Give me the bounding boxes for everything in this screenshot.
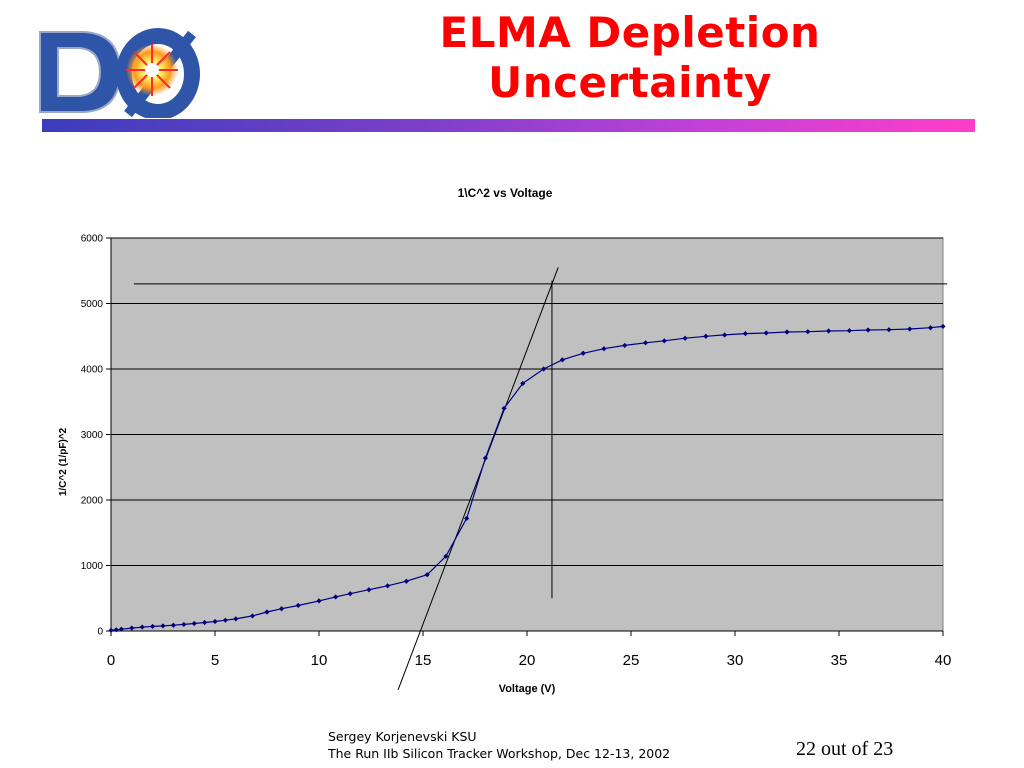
data-point: [295, 602, 301, 609]
data-point: [424, 572, 430, 578]
data-point: [464, 515, 470, 521]
data-point: [113, 627, 119, 633]
data-point: [170, 622, 176, 628]
y-tick-label: 1000: [81, 561, 104, 572]
x-tick-label: 30: [727, 652, 744, 669]
data-point: [129, 625, 135, 631]
data-point: [139, 624, 145, 630]
data-point: [601, 346, 607, 352]
slide-title: ELMA Depletion Uncertainty: [400, 8, 860, 108]
footer-credits: Sergey Korjenevski KSU The Run IIb Silic…: [328, 728, 670, 762]
data-point: [541, 366, 547, 372]
data-point: [191, 620, 197, 627]
chart: 1\C^2 vs Voltage Voltage (V) 1/C^2 (1/pF…: [58, 186, 952, 695]
x-tick-label: 35: [831, 652, 848, 669]
page-number: 22 out of 23: [796, 738, 894, 760]
y-tick-label: 4000: [81, 365, 104, 376]
data-point: [385, 583, 391, 589]
x-tick-label: 5: [211, 652, 219, 669]
data-point: [846, 328, 852, 334]
data-point: [160, 623, 166, 629]
d0-logo: DØ: [39, 28, 200, 118]
data-point: [233, 616, 239, 622]
data-point: [722, 332, 728, 338]
x-tick-label: 15: [415, 652, 432, 669]
data-point: [940, 323, 946, 330]
data-point: [784, 329, 790, 335]
data-point: [222, 617, 228, 623]
title-gradient-bar: [42, 119, 975, 132]
plot-area: 0 1000 2000 3000 4000 5000 6000 0 5 10 15 20 25 30 35 4…: [81, 234, 952, 691]
data-point: [333, 594, 339, 600]
slide-title-line-2: Uncertainty: [488, 58, 772, 107]
data-point: [316, 598, 322, 604]
data-point: [927, 325, 934, 331]
data-point: [264, 609, 270, 615]
data-point: [181, 621, 187, 628]
x-axis-label: Voltage (V): [499, 683, 556, 695]
data-point: [212, 618, 218, 625]
data-point: [202, 619, 208, 626]
logo-letter-d: [39, 31, 122, 113]
x-tick-label: 10: [311, 652, 328, 669]
y-axis-label: 1/C^2 (1/pF)^2: [58, 427, 69, 496]
data-point: [249, 613, 256, 619]
data-point: [642, 340, 649, 346]
x-tick-label: 20: [519, 652, 536, 669]
data-point: [742, 331, 748, 337]
footer-event: The Run IIb Silicon Tracker Workshop, De…: [328, 746, 671, 761]
x-tick-label: 0: [107, 652, 115, 669]
data-point: [366, 587, 372, 593]
data-point: [347, 591, 353, 597]
x-tick-label: 25: [623, 652, 640, 669]
data-point: [886, 327, 892, 333]
data-point: [703, 333, 709, 339]
data-point: [108, 627, 114, 633]
y-tick-label: 3000: [81, 430, 104, 441]
data-point: [118, 626, 124, 632]
data-point: [150, 623, 156, 630]
chart-title: 1\C^2 vs Voltage: [458, 186, 553, 200]
data-point: [403, 578, 409, 584]
data-point: [501, 405, 507, 411]
y-tick-label: 6000: [81, 234, 104, 245]
footer-author: Sergey Korjenevski KSU: [328, 729, 477, 744]
slide-title-line-1: ELMA Depletion: [439, 8, 821, 57]
data-point: [443, 553, 449, 559]
data-point: [482, 455, 488, 461]
x-tick-label: 40: [935, 652, 952, 669]
data-point: [278, 606, 285, 612]
y-tick-label: 5000: [81, 299, 104, 310]
y-tick-label: 0: [97, 627, 103, 638]
tangent-line: [397, 267, 559, 691]
logo-letter-o: [116, 28, 200, 118]
y-tick-label: 2000: [81, 496, 104, 507]
data-point: [826, 328, 832, 334]
